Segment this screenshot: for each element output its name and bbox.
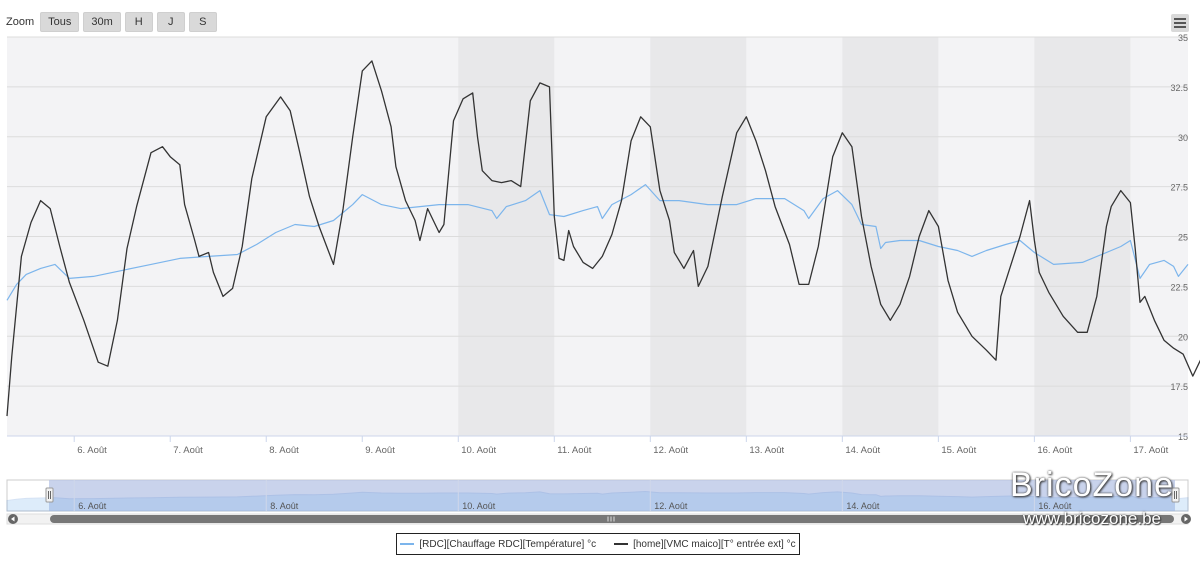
navigator-tick-label: 10. Août bbox=[462, 501, 496, 511]
watermark-title: BricoZone bbox=[1010, 466, 1174, 504]
zoom-label: Zoom bbox=[6, 16, 35, 28]
legend-label: [home][VMC maico][T° entrée ext] °c bbox=[633, 538, 796, 550]
navigator-tick-label: 14. Août bbox=[846, 501, 880, 511]
legend-label: [RDC][Chauffage RDC][Température] °c bbox=[419, 538, 597, 550]
zoom-day-button[interactable]: J bbox=[156, 12, 185, 32]
y-tick-label: 30 bbox=[1178, 133, 1188, 143]
navigator-tick-label: 8. Août bbox=[270, 501, 299, 511]
zoom-week-button[interactable]: S bbox=[188, 12, 217, 32]
series-line-outdoor-temperature bbox=[6, 60, 1200, 417]
arrow-right-icon bbox=[1184, 516, 1188, 522]
gridlines bbox=[7, 36, 1188, 437]
y-tick-label: 17.5 bbox=[1170, 382, 1188, 392]
hamburger-menu-icon[interactable] bbox=[1171, 14, 1189, 32]
arrow-left-icon bbox=[11, 516, 15, 522]
navigator-series bbox=[6, 490, 1189, 512]
legend: [RDC][Chauffage RDC][Température] °c [ho… bbox=[396, 533, 800, 555]
zoom-hour-button[interactable]: H bbox=[124, 12, 153, 32]
x-tick-label: 16. Août bbox=[1037, 445, 1072, 456]
y-tick-label: 15 bbox=[1178, 432, 1188, 442]
y-tick-label: 35 bbox=[1178, 33, 1188, 43]
y-tick-label: 22.5 bbox=[1170, 282, 1188, 292]
navigator-handle-right[interactable] bbox=[1171, 487, 1180, 503]
y-tick-label: 20 bbox=[1178, 332, 1188, 342]
navigator-tick-label: 6. Août bbox=[78, 501, 107, 511]
series-lines bbox=[6, 60, 1200, 417]
zoom-all-button[interactable]: Tous bbox=[40, 12, 80, 32]
legend-swatch bbox=[614, 543, 629, 545]
x-tick-label: 12. Août bbox=[653, 445, 688, 456]
navigator-handle-left[interactable] bbox=[45, 487, 54, 503]
legend-swatch bbox=[400, 543, 415, 545]
y-tick-label: 25 bbox=[1178, 233, 1188, 243]
navigator-selection bbox=[49, 480, 1175, 511]
navigator-tick-label: 16. Août bbox=[1038, 501, 1072, 511]
navigator[interactable]: 6. Août 8. Août 10. Août 12. Août 14. Août 16… bbox=[6, 479, 1191, 525]
x-tick-label: 9. Août bbox=[365, 445, 395, 456]
zoom-30m-button[interactable]: 30m bbox=[83, 12, 121, 32]
y-tick-label: 27.5 bbox=[1170, 183, 1188, 193]
navigator-tick-label: 12. Août bbox=[654, 501, 688, 511]
legend-item-rdc-temperature[interactable]: [RDC][Chauffage RDC][Température] °c bbox=[400, 539, 596, 550]
y-tick-label: 32.5 bbox=[1170, 83, 1188, 93]
watermark-url: www.bricozone.be bbox=[1023, 509, 1161, 528]
watermark: BricoZone www.bricozone.be bbox=[1010, 466, 1174, 529]
x-tick-label: 11. Août bbox=[557, 445, 592, 456]
series-line-rdc-temperature bbox=[6, 184, 1189, 301]
x-tick-label: 7. Août bbox=[173, 445, 203, 456]
axes: 15 17.5 20 22.5 25 27.5 30 32.5 35 6. Août 7. Août… bbox=[7, 33, 1188, 456]
x-tick-label: 6. Août bbox=[77, 445, 107, 456]
scrollbar-thumb[interactable] bbox=[50, 515, 1174, 523]
x-tick-label: 17. Août bbox=[1133, 445, 1168, 456]
x-tick-label: 15. Août bbox=[941, 445, 976, 456]
x-tick-label: 10. Août bbox=[461, 445, 496, 456]
x-tick-label: 8. Août bbox=[269, 445, 299, 456]
x-tick-label: 14. Août bbox=[845, 445, 880, 456]
x-tick-label: 13. Août bbox=[749, 445, 784, 456]
zoom-toolbar: Zoom Tous 30m H J S bbox=[6, 12, 217, 32]
legend-item-vmc-outdoor-temp[interactable]: [home][VMC maico][T° entrée ext] °c bbox=[614, 539, 796, 550]
